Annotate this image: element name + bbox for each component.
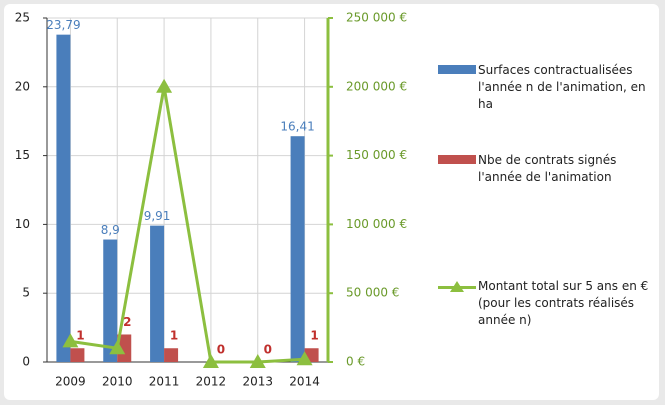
data-label: 9,91 bbox=[144, 209, 171, 223]
y-tick-label: 5 bbox=[22, 286, 30, 300]
legend-entry: Nbe de contrats signés l'année de l'anim… bbox=[478, 153, 617, 184]
x-tick-label: 2009 bbox=[55, 375, 86, 389]
y-tick-label: 15 bbox=[15, 148, 30, 162]
legend-marker bbox=[450, 281, 464, 292]
y2-tick-label: 50 000 € bbox=[346, 286, 399, 300]
x-tick-label: 2011 bbox=[149, 375, 180, 389]
bar bbox=[150, 225, 165, 362]
y2-tick-label: 250 000 € bbox=[346, 11, 407, 25]
y-tick-label: 10 bbox=[15, 217, 30, 231]
data-label: 0 bbox=[264, 343, 272, 357]
marker bbox=[156, 78, 173, 93]
data-label: 2 bbox=[123, 315, 131, 329]
marker bbox=[62, 333, 79, 348]
data-label: 16,41 bbox=[280, 120, 314, 134]
y-tick-label: 0 bbox=[22, 355, 30, 369]
x-tick-label: 2014 bbox=[289, 375, 320, 389]
y2-tick-label: 0 € bbox=[346, 355, 365, 369]
legend-entry: Montant total sur 5 ans en € (pour les c… bbox=[478, 279, 649, 327]
data-label: 1 bbox=[76, 329, 84, 343]
legend-swatch bbox=[438, 155, 476, 164]
data-label: 8,9 bbox=[101, 223, 120, 237]
data-label: 23,79 bbox=[46, 18, 80, 32]
bar bbox=[164, 348, 179, 362]
data-label: 1 bbox=[310, 329, 318, 343]
data-label: 0 bbox=[217, 343, 225, 357]
x-tick-label: 2010 bbox=[102, 375, 133, 389]
marker bbox=[249, 354, 266, 368]
marker bbox=[202, 354, 219, 368]
legend-swatch bbox=[438, 65, 476, 74]
data-label: 1 bbox=[170, 329, 178, 343]
y2-tick-label: 100 000 € bbox=[346, 217, 407, 231]
marker bbox=[109, 340, 126, 355]
bar bbox=[290, 136, 305, 362]
bar bbox=[103, 239, 118, 362]
x-tick-label: 2012 bbox=[196, 375, 227, 389]
y-tick-label: 20 bbox=[15, 79, 30, 93]
bar bbox=[70, 348, 85, 362]
line bbox=[70, 86, 305, 364]
legend-entry: Surfaces contractualisées l'année n de l… bbox=[478, 63, 646, 111]
y-tick-label: 25 bbox=[15, 11, 30, 25]
legend-swatch bbox=[438, 281, 476, 292]
marker bbox=[296, 351, 313, 366]
y2-tick-label: 200 000 € bbox=[346, 79, 407, 93]
bar bbox=[117, 334, 132, 362]
bar bbox=[56, 34, 71, 363]
y2-tick-label: 150 000 € bbox=[346, 148, 407, 162]
x-tick-label: 2013 bbox=[242, 375, 273, 389]
